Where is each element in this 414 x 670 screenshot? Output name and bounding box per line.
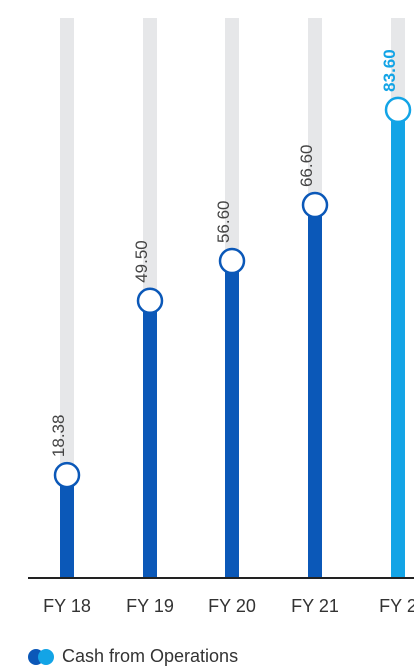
data-label: 56.60 <box>214 200 233 243</box>
legend: Cash from Operations <box>28 646 238 667</box>
data-label: 49.50 <box>132 240 151 283</box>
x-tick-label: FY 19 <box>126 596 174 616</box>
x-tick-label: FY 18 <box>43 596 91 616</box>
bar <box>225 261 239 578</box>
bar-track <box>60 18 74 578</box>
bar <box>308 205 322 579</box>
bar <box>391 109 405 578</box>
chart-svg: 18.38 FY 18 49.50 FY 19 56.60 FY 20 66.60 FY 21… <box>28 18 414 616</box>
data-point-marker <box>301 191 329 219</box>
data-label: 66.60 <box>297 144 316 187</box>
legend-swatch-icon <box>28 648 54 665</box>
x-tick-label: FY 21 <box>291 596 339 616</box>
bar <box>143 300 157 578</box>
data-point-marker <box>53 461 81 489</box>
data-label: 83.60 <box>380 49 399 92</box>
bar <box>60 475 74 578</box>
data-point-marker <box>136 287 164 315</box>
legend-label: Cash from Operations <box>62 646 239 666</box>
data-label: 18.38 <box>49 415 68 458</box>
data-point-marker <box>384 96 412 124</box>
data-point-marker <box>218 247 246 275</box>
x-tick-label: FY 20 <box>208 596 256 616</box>
x-tick-label: FY 2 <box>379 596 414 616</box>
